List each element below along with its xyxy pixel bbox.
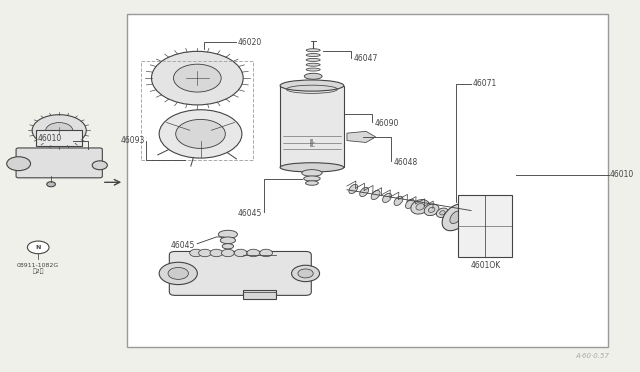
Circle shape: [292, 265, 319, 282]
Ellipse shape: [221, 249, 234, 257]
Bar: [280, 86, 344, 167]
Ellipse shape: [280, 80, 344, 91]
Ellipse shape: [220, 237, 236, 244]
Circle shape: [159, 110, 242, 158]
Text: 46093: 46093: [120, 136, 145, 145]
Ellipse shape: [424, 204, 439, 216]
Ellipse shape: [416, 203, 424, 210]
Ellipse shape: [383, 193, 392, 203]
Ellipse shape: [306, 49, 320, 52]
Text: （2）: （2）: [33, 268, 44, 274]
Ellipse shape: [306, 80, 320, 85]
Bar: [458, 195, 513, 257]
Text: 46010: 46010: [38, 134, 62, 143]
Ellipse shape: [247, 249, 260, 257]
Text: IIL: IIL: [309, 139, 315, 144]
Ellipse shape: [305, 181, 318, 185]
Ellipse shape: [301, 170, 322, 176]
Ellipse shape: [371, 190, 380, 200]
Ellipse shape: [198, 249, 211, 257]
Ellipse shape: [218, 230, 237, 238]
Polygon shape: [347, 131, 376, 142]
Bar: [243, 290, 276, 299]
Text: 46045: 46045: [171, 241, 195, 250]
Circle shape: [168, 267, 188, 279]
Text: IIL: IIL: [309, 143, 315, 148]
Ellipse shape: [440, 211, 445, 215]
FancyBboxPatch shape: [170, 251, 311, 295]
Ellipse shape: [306, 63, 320, 66]
Ellipse shape: [406, 199, 415, 209]
Text: 08911-1082G: 08911-1082G: [17, 263, 60, 268]
Circle shape: [173, 64, 221, 92]
Ellipse shape: [306, 68, 320, 71]
Ellipse shape: [349, 184, 358, 194]
Ellipse shape: [210, 249, 223, 257]
Ellipse shape: [411, 199, 429, 214]
Ellipse shape: [306, 58, 320, 61]
Bar: [36, 131, 82, 146]
Circle shape: [159, 262, 197, 285]
Circle shape: [176, 119, 225, 148]
Text: 46047: 46047: [353, 54, 378, 63]
Text: 46045: 46045: [238, 209, 262, 218]
Ellipse shape: [234, 249, 247, 257]
Bar: [141, 61, 253, 160]
Circle shape: [32, 115, 86, 146]
Text: A·60·0.57: A·60·0.57: [576, 353, 610, 359]
Ellipse shape: [303, 176, 320, 181]
Text: 46010: 46010: [610, 170, 634, 179]
Text: 46048: 46048: [394, 158, 418, 167]
Circle shape: [298, 269, 313, 278]
Text: 46020: 46020: [237, 38, 262, 46]
Circle shape: [45, 122, 73, 138]
Ellipse shape: [394, 196, 403, 206]
Ellipse shape: [360, 187, 369, 197]
Ellipse shape: [260, 249, 273, 257]
Bar: [127, 14, 608, 347]
Ellipse shape: [189, 249, 202, 257]
Circle shape: [28, 241, 49, 254]
Circle shape: [92, 161, 108, 170]
FancyBboxPatch shape: [16, 148, 102, 178]
Ellipse shape: [450, 211, 461, 224]
Circle shape: [152, 51, 243, 105]
Ellipse shape: [280, 163, 344, 172]
Ellipse shape: [306, 54, 320, 57]
Circle shape: [6, 157, 31, 171]
Text: 4601OK: 4601OK: [470, 262, 500, 270]
Text: 46090: 46090: [374, 119, 399, 128]
Text: 46071: 46071: [473, 79, 497, 88]
Ellipse shape: [428, 207, 435, 212]
Ellipse shape: [442, 204, 470, 231]
Ellipse shape: [436, 208, 449, 218]
Circle shape: [47, 182, 56, 187]
Ellipse shape: [304, 73, 322, 79]
Text: N: N: [35, 245, 41, 250]
Ellipse shape: [222, 244, 234, 249]
